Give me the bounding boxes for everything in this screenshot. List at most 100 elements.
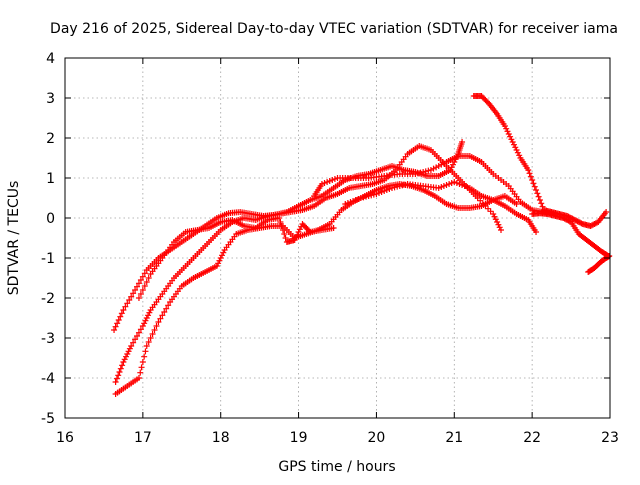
data-point-marker — [135, 375, 142, 381]
data-point-marker — [117, 365, 124, 372]
data-point-marker — [141, 283, 148, 289]
y-tick-label: 1 — [46, 171, 55, 187]
data-point-marker — [490, 211, 497, 217]
data-point-marker — [153, 323, 160, 329]
data-point-marker — [459, 139, 466, 145]
data-point-marker — [112, 379, 119, 385]
x-tick-label: 23 — [601, 430, 619, 446]
data-point-marker — [539, 203, 546, 210]
data-point-marker — [277, 219, 284, 225]
data-point-marker — [491, 213, 498, 220]
data-point-marker — [448, 164, 455, 171]
data-point-marker — [139, 287, 146, 293]
data-point-marker — [139, 273, 146, 280]
y-tick-label: 4 — [46, 51, 55, 67]
y-tick-label: -3 — [41, 331, 55, 347]
data-point-marker — [159, 312, 166, 319]
data-point-marker — [146, 309, 153, 316]
data-point-marker — [120, 359, 127, 365]
data-point-marker — [114, 320, 121, 327]
y-axis-label: SDTVAR / TECUs — [6, 181, 22, 296]
data-point-marker — [535, 193, 542, 200]
data-point-marker — [513, 147, 520, 153]
data-point-marker — [139, 323, 146, 329]
data-point-marker — [495, 221, 502, 228]
data-point-marker — [510, 141, 517, 148]
data-point-marker — [145, 339, 152, 345]
data-point-marker — [137, 326, 144, 333]
data-point-marker — [213, 263, 220, 269]
data-point-marker — [128, 343, 135, 349]
data-point-marker — [531, 183, 538, 190]
data-point-marker — [112, 323, 119, 330]
data-point-marker — [143, 315, 150, 321]
data-point-marker — [122, 353, 129, 360]
data-point-marker — [163, 305, 170, 312]
data-point-marker — [494, 219, 501, 225]
plot-area-frame — [64, 57, 611, 419]
data-point-marker — [530, 180, 537, 187]
x-tick-label: 20 — [368, 430, 386, 446]
data-point-marker — [147, 335, 154, 341]
data-point-marker — [126, 297, 133, 303]
data-point-marker — [161, 309, 168, 315]
y-tick-label: -1 — [41, 251, 55, 267]
x-tick-label: 16 — [56, 430, 74, 446]
data-point-marker — [139, 359, 146, 365]
y-tick-label: 0 — [46, 211, 55, 227]
data-point-marker — [280, 227, 286, 233]
data-point-marker — [296, 226, 303, 233]
data-point-marker — [137, 291, 144, 297]
data-point-marker — [116, 369, 123, 375]
x-tick-label: 17 — [134, 430, 152, 446]
data-point-marker — [130, 339, 137, 346]
data-point-marker — [538, 200, 545, 207]
data-point-marker — [295, 229, 302, 235]
data-point-marker — [527, 173, 534, 180]
data-point-marker — [132, 287, 139, 293]
data-point-marker — [305, 227, 312, 234]
data-point-marker — [124, 300, 131, 307]
data-point-marker — [294, 231, 301, 238]
y-tick-label: -2 — [41, 291, 55, 307]
x-tick-label: 21 — [445, 430, 463, 446]
data-point-marker — [122, 303, 129, 310]
x-tick-label: 22 — [523, 430, 541, 446]
data-point-marker — [137, 369, 144, 376]
data-point-marker — [496, 224, 503, 231]
data-point-marker — [134, 283, 141, 290]
data-point-marker — [534, 190, 541, 197]
data-point-marker — [492, 216, 499, 223]
data-point-marker — [117, 313, 124, 320]
data-point-marker — [504, 128, 511, 135]
data-point-marker — [276, 215, 283, 221]
data-point-marker — [449, 161, 456, 168]
data-point-marker — [128, 293, 135, 300]
data-point-marker — [215, 260, 222, 267]
data-point-marker — [142, 317, 149, 324]
data-point-marker — [132, 336, 139, 343]
data-point-marker — [141, 353, 148, 360]
data-point-marker — [135, 280, 142, 287]
data-point-marker — [501, 123, 508, 129]
data-point-marker — [217, 255, 224, 261]
data-point-marker — [145, 275, 152, 281]
data-point-marker — [124, 351, 131, 357]
series-layer — [111, 93, 613, 397]
chart-title: Day 216 of 2025, Sidereal Day-to-day VTE… — [50, 21, 618, 37]
data-point-marker — [135, 329, 142, 336]
data-point-marker — [121, 356, 128, 363]
data-point-marker — [507, 133, 514, 140]
data-point-marker — [219, 252, 226, 259]
data-point-marker — [529, 177, 536, 183]
data-point-marker — [141, 270, 148, 277]
data-point-marker — [516, 152, 523, 159]
data-point-marker — [145, 312, 152, 319]
data-point-marker — [149, 331, 156, 337]
data-point-marker — [141, 320, 148, 327]
data-point-marker — [165, 302, 172, 309]
data-point-marker — [508, 136, 515, 143]
series-sat-track-b — [112, 143, 504, 385]
data-point-marker — [291, 237, 298, 243]
data-point-marker — [138, 364, 145, 371]
